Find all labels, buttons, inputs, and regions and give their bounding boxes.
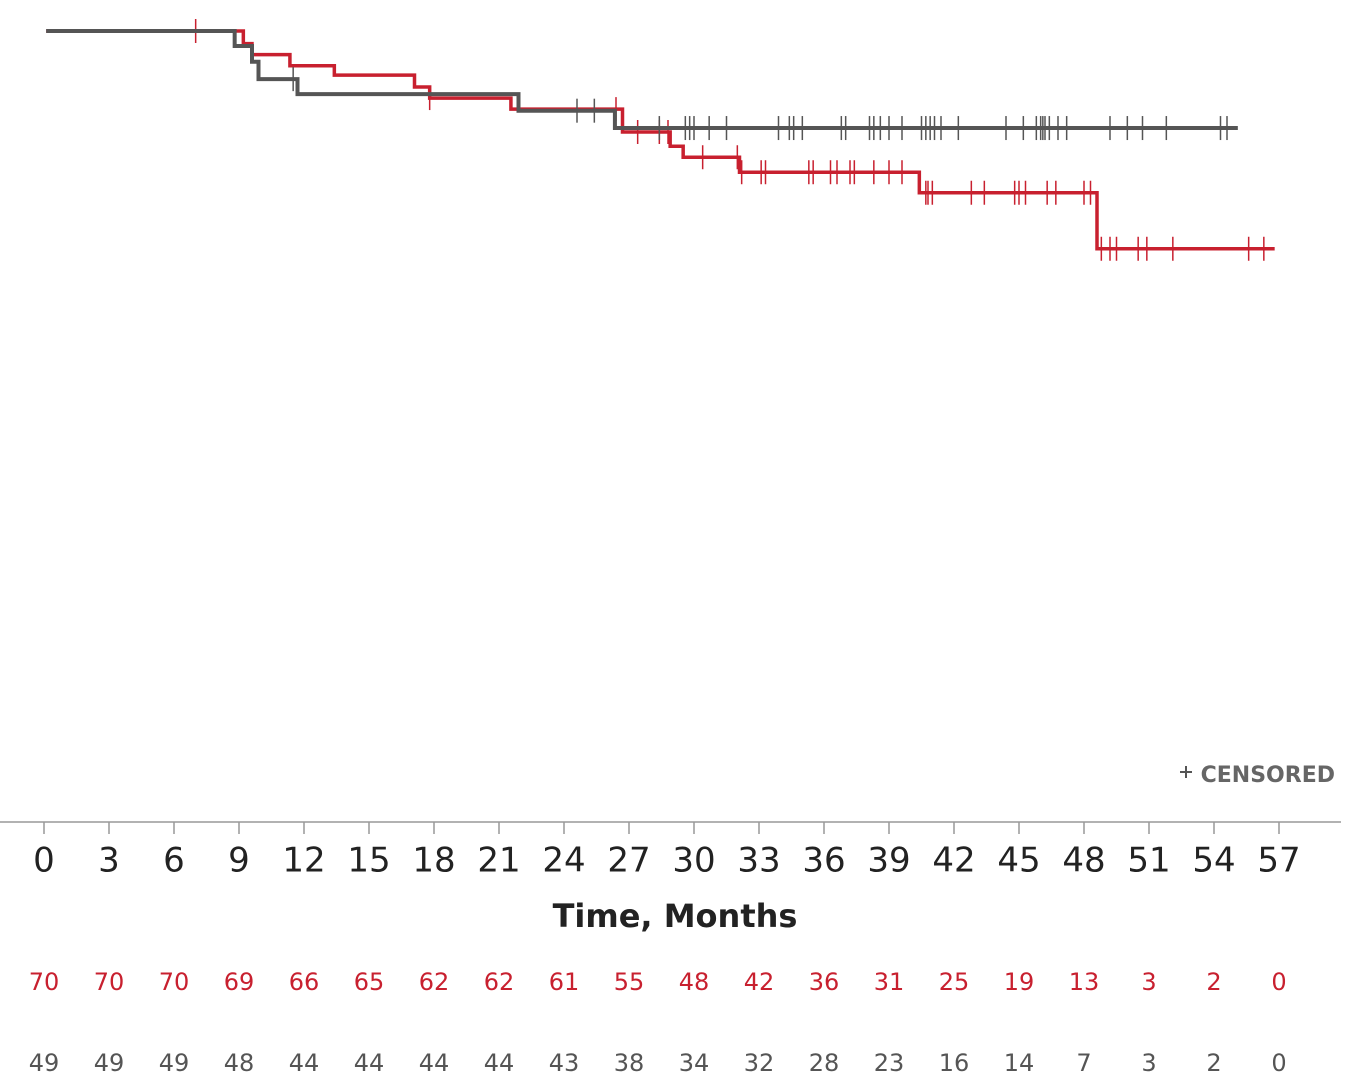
x-tick-label: 48 — [1062, 841, 1105, 881]
x-tick-label: 30 — [672, 841, 715, 881]
at-risk-count: 16 — [939, 1049, 970, 1077]
at-risk-count: 70 — [159, 968, 190, 996]
at-risk-count: 55 — [614, 968, 645, 996]
legend-label: CENSORED — [1201, 763, 1335, 788]
at-risk-count: 23 — [874, 1049, 905, 1077]
x-tick-label: 6 — [163, 841, 185, 881]
x-tick-label: 39 — [867, 841, 910, 881]
survival-curve — [46, 29, 1238, 131]
at-risk-count: 48 — [224, 1049, 255, 1077]
at-risk-count: 70 — [29, 968, 60, 996]
x-tick-label: 0 — [33, 841, 55, 881]
at-risk-count: 44 — [289, 1049, 320, 1077]
at-risk-count: 69 — [224, 968, 255, 996]
at-risk-count: 7 — [1076, 1049, 1091, 1077]
at-risk-count: 48 — [679, 968, 710, 996]
x-tick-label: 24 — [542, 841, 585, 881]
x-tick-label: 51 — [1127, 841, 1170, 881]
at-risk-count: 44 — [419, 1049, 450, 1077]
at-risk-count: 44 — [484, 1049, 515, 1077]
x-tick-label: 15 — [347, 841, 390, 881]
x-tick-label: 18 — [412, 841, 455, 881]
x-tick-label: 21 — [477, 841, 520, 881]
x-tick-label: 33 — [737, 841, 780, 881]
x-tick-label: 36 — [802, 841, 845, 881]
x-axis-label: Time, Months — [553, 897, 798, 935]
at-risk-count: 0 — [1271, 968, 1286, 996]
at-risk-count: 62 — [484, 968, 515, 996]
x-tick-label: 54 — [1192, 841, 1235, 881]
at-risk-count: 44 — [354, 1049, 385, 1077]
at-risk-count: 3 — [1141, 968, 1156, 996]
x-tick-label: 45 — [997, 841, 1040, 881]
at-risk-count: 66 — [289, 968, 320, 996]
at-risk-count: 43 — [549, 1049, 580, 1077]
at-risk-count: 0 — [1271, 1049, 1286, 1077]
at-risk-count: 70 — [94, 968, 125, 996]
at-risk-count: 25 — [939, 968, 970, 996]
at-risk-count: 14 — [1004, 1049, 1035, 1077]
x-tick-label: 27 — [607, 841, 650, 881]
at-risk-count: 34 — [679, 1049, 710, 1077]
survival-curve — [46, 29, 1275, 251]
at-risk-count: 3 — [1141, 1049, 1156, 1077]
at-risk-count: 32 — [744, 1049, 775, 1077]
x-tick-label: 42 — [932, 841, 975, 881]
at-risk-count: 28 — [809, 1049, 840, 1077]
at-risk-count: 36 — [809, 968, 840, 996]
x-tick-label: 9 — [228, 841, 250, 881]
at-risk-count: 62 — [419, 968, 450, 996]
at-risk-count: 49 — [29, 1049, 60, 1077]
at-risk-count: 13 — [1069, 968, 1100, 996]
x-tick-label: 3 — [98, 841, 120, 881]
x-tick-label: 12 — [282, 841, 325, 881]
at-risk-count: 49 — [159, 1049, 190, 1077]
at-risk-count: 2 — [1206, 1049, 1221, 1077]
at-risk-count: 38 — [614, 1049, 645, 1077]
at-risk-count: 2 — [1206, 968, 1221, 996]
at-risk-count: 42 — [744, 968, 775, 996]
at-risk-count: 65 — [354, 968, 385, 996]
at-risk-count: 31 — [874, 968, 905, 996]
at-risk-count: 61 — [549, 968, 580, 996]
x-tick-label: 57 — [1257, 841, 1300, 881]
at-risk-count: 49 — [94, 1049, 125, 1077]
at-risk-count: 19 — [1004, 968, 1035, 996]
